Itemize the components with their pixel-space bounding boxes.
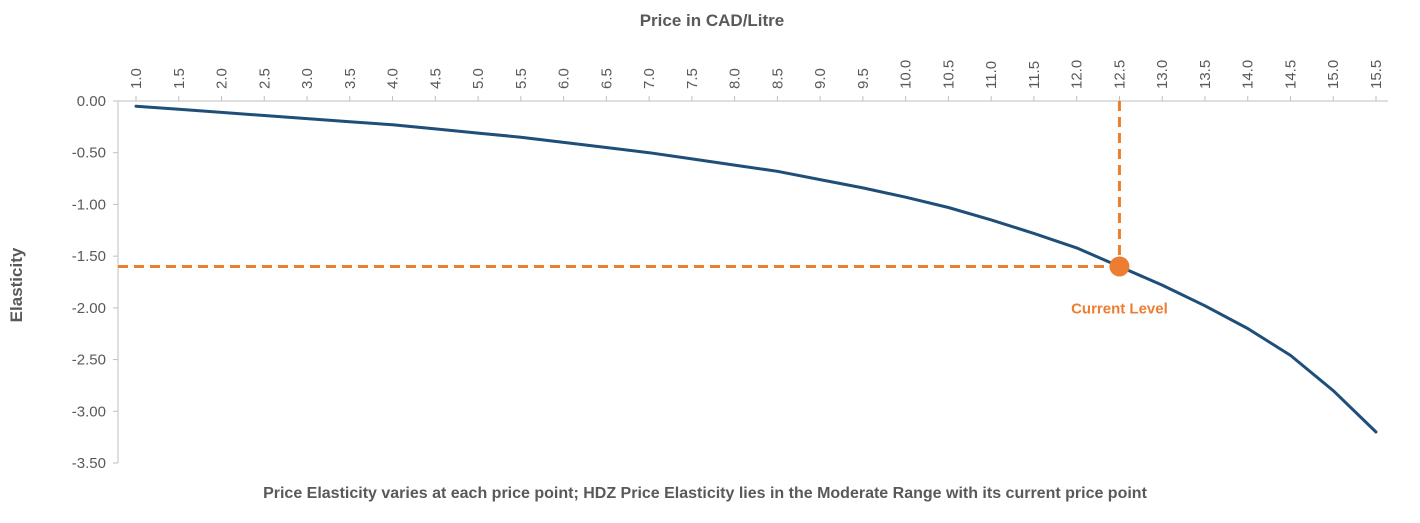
y-tick-label: -2.50 [72,352,106,369]
x-tick-label: 6.0 [556,68,573,89]
x-axis-title: Price in CAD/Litre [640,11,785,30]
series-layer [134,104,1378,434]
x-tick-label: 4.0 [385,68,402,89]
x-tick-label: 7.5 [684,68,701,89]
y-tick-label: -2.00 [72,300,106,317]
x-tick-label: 2.0 [214,68,231,89]
x-tick-label: 3.0 [299,68,316,89]
x-tick-label: 5.5 [513,68,530,89]
x-tick-label: 3.5 [342,68,359,89]
x-tick-label: 13.5 [1197,60,1214,89]
x-tick-label: 9.0 [812,68,829,89]
x-tick-label: 14.0 [1240,60,1257,89]
y-tick-label: -3.50 [72,455,106,472]
y-tick-label: -1.00 [72,196,106,213]
x-tick-label: 7.0 [641,68,658,89]
x-tick-label: 9.5 [855,68,872,89]
y-tick-label: -1.50 [72,248,106,265]
axes-layer: 0.00 -0.50 -1.00 -1.50 -2.00 -2.50 -3.00 -3.50 1… [72,60,1388,472]
x-tick-label: 8.0 [727,68,744,89]
x-tick-label: 14.5 [1282,60,1299,89]
x-tick-label: 10.0 [898,60,915,89]
x-tick-label: 4.5 [427,68,444,89]
x-tick-label: 1.5 [171,68,188,89]
x-tick-label: 15.0 [1325,60,1342,89]
y-tick-label: 0.00 [77,93,106,110]
y-axis-title: Elasticity [7,247,26,322]
x-tick-label: 11.5 [1026,61,1043,89]
y-tick-label: -3.00 [72,403,106,420]
y-tick-label: -0.50 [72,145,106,162]
x-tick-label: 8.5 [769,68,786,89]
x-tick-label: 11.0 [983,61,1000,89]
x-tick-label: 5.0 [470,68,487,89]
x-tick-label: 13.0 [1154,60,1171,89]
x-tick-label: 12.5 [1111,60,1128,89]
current-level-label: Current Level [1071,300,1168,317]
reference-lines [118,101,1121,268]
x-tick-label: 10.5 [940,60,957,89]
x-tick-label: 6.5 [598,68,615,89]
current-level-marker [1109,256,1130,277]
chart-caption: Price Elasticity varies at each price po… [263,485,1147,502]
annotation-layer: Current Level [1071,256,1168,317]
x-tick-label: 2.5 [256,68,273,89]
x-tick-label: 15.5 [1368,60,1385,89]
elasticity-series-line [134,104,1378,434]
x-tick-label: 1.0 [128,68,145,89]
x-tick-label: 12.0 [1069,60,1086,89]
